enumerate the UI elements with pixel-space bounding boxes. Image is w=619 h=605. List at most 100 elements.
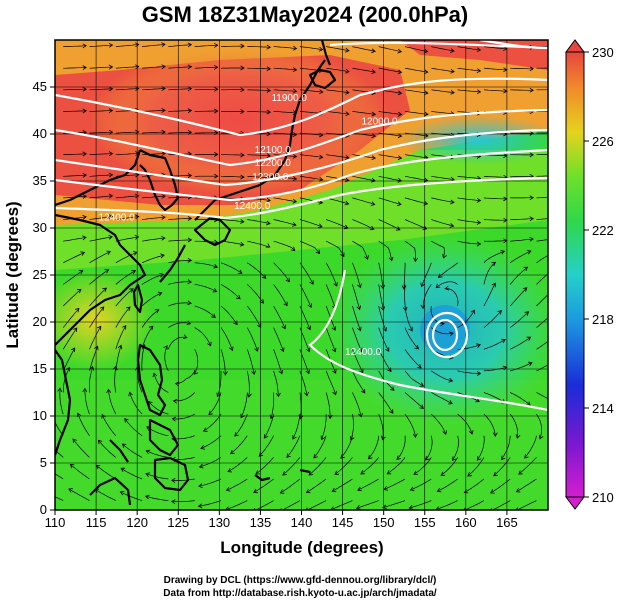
streamline-arrowhead: [292, 176, 298, 181]
streamline-arrowhead: [370, 201, 376, 206]
streamline-arrowhead: [423, 69, 429, 75]
streamline-arrowhead: [76, 288, 82, 294]
streamline-arrowhead: [213, 86, 219, 92]
streamline-arrowhead: [305, 488, 311, 494]
streamline: [226, 478, 248, 491]
x-tick-label: 135: [250, 515, 272, 530]
streamline-arrowhead: [526, 250, 532, 255]
streamline-arrowhead: [131, 269, 137, 275]
streamline-arrowhead: [70, 347, 76, 353]
streamline-arrowhead: [161, 64, 166, 70]
streamline: [115, 251, 138, 264]
streamline-arrowhead: [515, 434, 521, 439]
streamline: [62, 327, 78, 350]
streamline: [101, 414, 117, 436]
streamline: [247, 154, 271, 157]
streamline-arrowhead: [292, 67, 298, 73]
streamline: [115, 270, 136, 285]
streamline: [194, 262, 218, 268]
streamline-arrowhead: [207, 341, 212, 347]
streamline-arrowhead: [524, 454, 529, 459]
streamline-arrowhead: [266, 153, 272, 159]
streamline-arrowhead: [304, 391, 309, 397]
streamline-arrowhead: [501, 338, 506, 344]
streamline: [55, 496, 64, 501]
streamline: [247, 175, 271, 179]
streamline: [404, 240, 416, 262]
streamline: [435, 500, 458, 510]
streamline: [168, 131, 192, 134]
streamline-arrowhead: [82, 387, 88, 393]
streamline: [84, 388, 90, 415]
y-tick-label: 5: [40, 455, 47, 470]
streamline: [89, 66, 113, 69]
streamline-arrowhead: [237, 269, 243, 274]
streamline-arrowhead: [266, 220, 271, 226]
streamline: [115, 44, 139, 47]
streamline-arrowhead: [266, 197, 271, 203]
streamline-arrowhead: [468, 430, 474, 435]
streamline-arrowhead: [476, 68, 482, 74]
streamline: [536, 273, 548, 285]
streamline-arrowhead: [253, 488, 258, 494]
streamline-arrowhead: [332, 390, 337, 396]
streamline-arrowhead: [408, 505, 414, 510]
streamline-arrowhead: [281, 324, 286, 330]
streamline-arrowhead: [491, 261, 497, 267]
streamline: [299, 89, 323, 93]
streamline-arrowhead: [144, 494, 150, 500]
streamline-arrowhead: [523, 266, 529, 271]
x-tick-label: 140: [291, 515, 313, 530]
streamline: [240, 392, 248, 418]
streamline: [70, 464, 90, 480]
streamline: [510, 218, 534, 220]
streamline-arrowhead: [119, 491, 125, 496]
streamline-arrowhead: [397, 155, 403, 161]
streamline: [509, 311, 529, 328]
streamline: [247, 46, 271, 48]
streamline-arrowhead: [106, 388, 112, 394]
streamline: [299, 284, 312, 308]
streamline-arrowhead: [170, 499, 176, 505]
streamline-arrowhead: [423, 177, 429, 183]
streamline: [273, 89, 297, 92]
streamline: [227, 457, 248, 472]
streamline: [352, 305, 361, 331]
streamline: [464, 478, 485, 493]
y-axis-ticks: 0 5 10 15 20 25 30 35 40 45: [33, 79, 55, 517]
streamline-arrowhead: [463, 507, 466, 510]
streamline-arrowhead: [553, 359, 557, 363]
streamline-arrowhead: [161, 129, 166, 135]
colorbar-tick-label: 230: [592, 45, 614, 60]
streamline: [425, 435, 433, 461]
streamline-arrowhead: [197, 503, 203, 509]
streamline-arrowhead: [82, 172, 87, 178]
streamline: [94, 489, 116, 501]
streamline: [457, 370, 481, 374]
streamline-arrowhead: [187, 257, 193, 263]
streamline: [115, 88, 139, 91]
streamline-arrowhead: [240, 43, 245, 49]
streamline-arrowhead: [213, 108, 219, 114]
streamline: [404, 413, 416, 438]
streamline-arrowhead: [381, 435, 386, 441]
streamline: [141, 273, 164, 285]
y-axis-label: Latitude (degrees): [3, 201, 22, 348]
streamline-arrowhead: [413, 257, 419, 263]
streamline: [483, 250, 505, 264]
streamline-arrowhead: [292, 45, 298, 51]
streamline-arrowhead: [266, 66, 272, 72]
streamline-arrowhead: [187, 64, 193, 70]
streamline-arrowhead: [556, 44, 560, 48]
streamline-arrowhead: [208, 410, 213, 416]
streamline-arrowhead: [157, 291, 163, 297]
streamline-arrowhead: [187, 42, 193, 48]
streamline-arrowhead: [315, 249, 321, 255]
streamline: [334, 457, 353, 475]
streamline: [509, 250, 531, 264]
streamline: [171, 478, 195, 481]
streamline-arrowhead: [364, 255, 369, 260]
y-tick-label: 15: [33, 361, 47, 376]
streamline-arrowhead: [134, 234, 140, 240]
streamline: [483, 240, 507, 242]
